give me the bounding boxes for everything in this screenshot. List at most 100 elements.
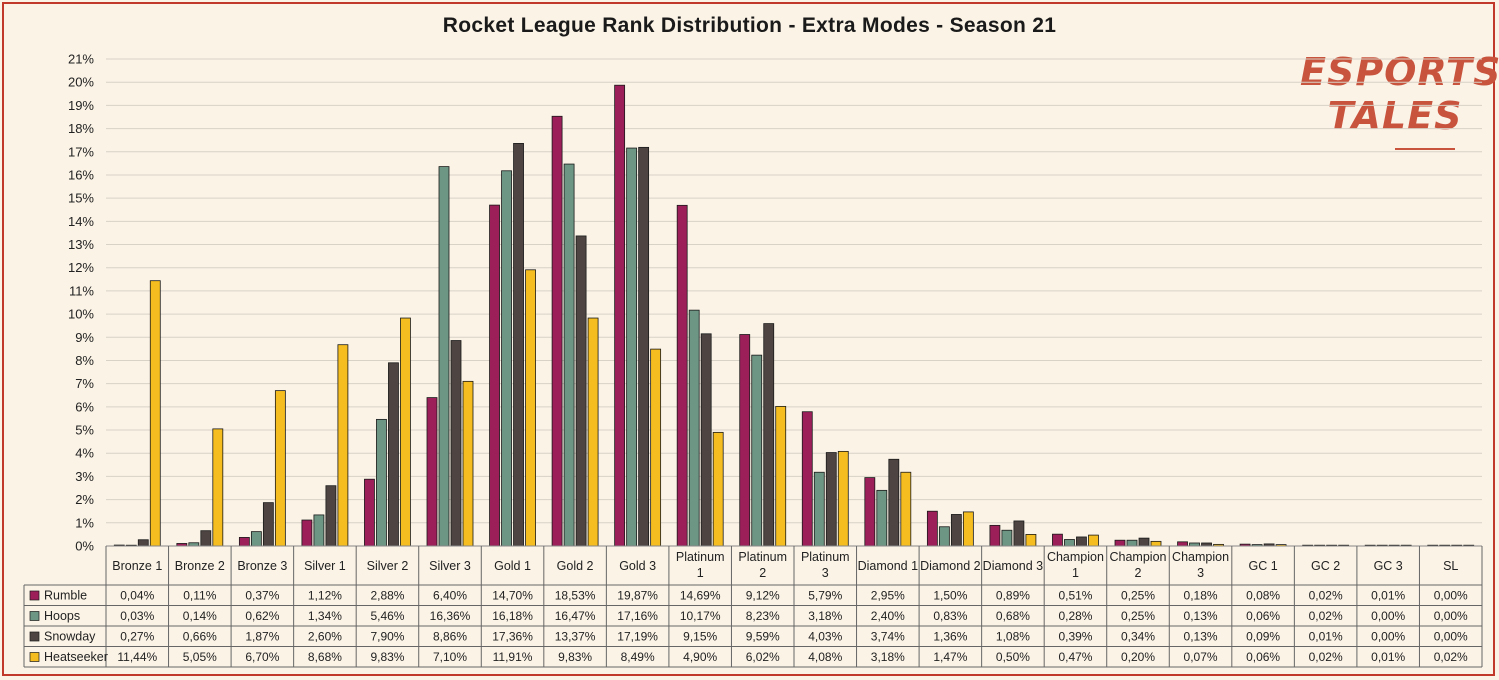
bar	[525, 269, 536, 547]
table-cell: 0,27%	[120, 630, 154, 644]
table-cell: 9,83%	[558, 650, 592, 664]
bar	[149, 280, 161, 547]
bar	[450, 340, 462, 547]
y-tick-label: 9%	[75, 330, 94, 345]
table-cell: 0,39%	[1058, 630, 1092, 644]
category-label: Gold 2	[557, 559, 594, 573]
table-cell: 7,90%	[370, 630, 404, 644]
bar	[501, 170, 512, 547]
table-cell: 19,87%	[617, 589, 658, 603]
table-cell: 0,09%	[1246, 630, 1280, 644]
table-cell: 0,14%	[183, 609, 217, 623]
y-tick-label: 15%	[68, 191, 94, 206]
table-cell: 4,90%	[683, 650, 717, 664]
table-cell: 8,68%	[308, 650, 342, 664]
table-cell: 0,00%	[1371, 609, 1405, 623]
bar	[626, 147, 638, 547]
bar	[1150, 540, 1162, 547]
bar	[864, 477, 876, 547]
category-label: Champion 3	[1172, 550, 1229, 580]
bar	[489, 204, 500, 547]
table-cell: 0,00%	[1371, 630, 1405, 644]
bar	[513, 143, 524, 547]
table-cell: 0,06%	[1246, 609, 1280, 623]
bar	[274, 390, 286, 547]
table-cell: 6,02%	[746, 650, 780, 664]
table-cell: 5,79%	[808, 589, 842, 603]
bar	[825, 452, 837, 547]
table-cell: 16,47%	[555, 609, 596, 623]
table-cell: 0,13%	[1184, 630, 1218, 644]
category-label: Silver 3	[429, 559, 471, 573]
table-cell: 0,02%	[1309, 589, 1343, 603]
table-cell: 0,25%	[1121, 589, 1155, 603]
y-tick-label: 19%	[68, 98, 94, 113]
category-label: Gold 1	[494, 559, 531, 573]
bar	[337, 344, 349, 547]
y-tick-label: 6%	[75, 399, 94, 414]
table-cell: 0,00%	[1434, 609, 1468, 623]
bar	[888, 458, 900, 547]
bar	[1064, 539, 1075, 547]
table-cell: 0,89%	[996, 589, 1030, 603]
bar	[938, 526, 950, 547]
y-tick-label: 11%	[69, 283, 94, 298]
bar	[900, 471, 912, 547]
table-cell: 0,50%	[996, 650, 1030, 664]
table-cell: 18,53%	[555, 589, 596, 603]
bar	[950, 514, 962, 547]
table-cell: 1,34%	[308, 609, 342, 623]
y-tick-label: 4%	[75, 446, 94, 461]
bar	[962, 511, 974, 547]
legend-swatch	[29, 590, 40, 601]
bar	[1138, 537, 1150, 547]
y-tick-label: 1%	[75, 515, 94, 530]
series-name: Hoops	[44, 609, 80, 623]
y-tick-label: 12%	[68, 260, 94, 275]
bar	[751, 354, 763, 547]
bar	[712, 431, 724, 547]
bar	[1076, 536, 1087, 547]
table-cell: 0,02%	[1434, 650, 1468, 664]
category-label: Champion 1	[1047, 550, 1104, 580]
y-tick-label: 5%	[75, 423, 94, 438]
table-cell: 9,12%	[746, 589, 780, 603]
table-cell: 4,03%	[808, 630, 842, 644]
chart-title: Rocket League Rank Distribution - Extra …	[442, 14, 1057, 37]
table-cell: 0,83%	[933, 609, 967, 623]
bar	[587, 317, 599, 547]
bar	[376, 418, 387, 547]
table-cell: 2,88%	[370, 589, 404, 603]
y-tick-label: 17%	[68, 144, 94, 159]
table-cell: 1,50%	[933, 589, 967, 603]
bar	[801, 411, 813, 547]
table-cell: 5,46%	[370, 609, 404, 623]
table-cell: 0,66%	[183, 630, 217, 644]
table-cell: 1,12%	[308, 589, 342, 603]
bar	[614, 84, 626, 547]
bar	[1177, 541, 1188, 547]
table-cell: 0,08%	[1246, 589, 1280, 603]
category-label: Diamond 1	[858, 559, 918, 573]
table-cell: 0,47%	[1058, 650, 1092, 664]
bar	[1088, 534, 1099, 547]
table-cell: 0,62%	[245, 609, 279, 623]
bar	[1114, 539, 1126, 547]
table-cell: 0,51%	[1058, 589, 1092, 603]
bar	[1001, 529, 1013, 547]
bar	[775, 405, 787, 547]
bar	[262, 502, 274, 547]
table-cell: 0,06%	[1246, 650, 1280, 664]
y-tick-label: 20%	[68, 75, 94, 90]
bar	[563, 163, 575, 547]
legend-swatch	[29, 611, 40, 621]
bar	[250, 531, 262, 547]
bar	[301, 519, 313, 547]
table-cell: 1,08%	[996, 630, 1030, 644]
bar	[700, 333, 712, 547]
table-cell: 8,86%	[433, 630, 467, 644]
bar	[837, 450, 849, 547]
category-label: Bronze 2	[175, 559, 225, 573]
bar	[551, 115, 563, 547]
